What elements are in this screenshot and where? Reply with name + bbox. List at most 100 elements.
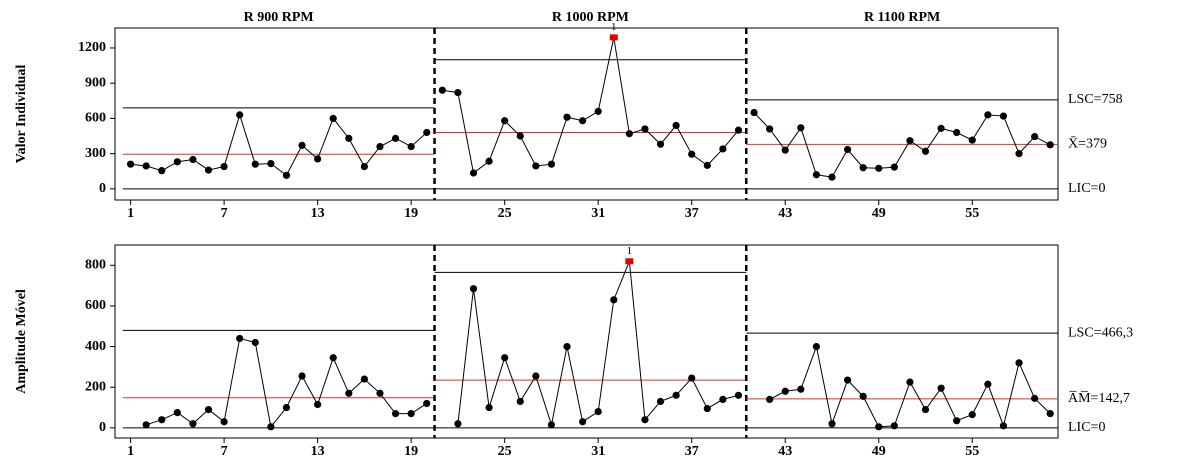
y-tick-label: 900 — [85, 75, 106, 90]
stage-title: R 1000 RPM — [552, 10, 629, 25]
stage-title: R 900 RPM — [244, 10, 314, 25]
data-point — [594, 407, 602, 416]
data-point — [142, 421, 150, 429]
data-point — [812, 171, 821, 179]
flagged-point — [625, 258, 634, 265]
x-tick-label: 1 — [127, 444, 134, 458]
annotation: 1 — [611, 21, 617, 33]
data-point — [999, 112, 1008, 120]
data-point — [1015, 150, 1023, 158]
data-point — [984, 380, 992, 388]
ucl-label: LSC=466,3 — [1068, 325, 1133, 340]
data-point — [314, 400, 322, 409]
data-point — [516, 397, 524, 406]
data-point — [391, 410, 400, 418]
series-line — [442, 37, 739, 174]
data-point — [734, 126, 743, 134]
data-point — [251, 338, 259, 347]
data-point — [173, 409, 181, 417]
data-point — [423, 128, 431, 137]
lcl-label: LIC=0 — [1068, 420, 1105, 435]
x-tick-label: 19 — [404, 444, 418, 458]
data-point — [843, 376, 852, 384]
y-tick-label: 200 — [85, 379, 106, 394]
data-point — [236, 111, 244, 119]
data-point — [610, 296, 618, 304]
data-point — [407, 142, 415, 151]
data-point — [298, 141, 306, 150]
data-point — [672, 121, 680, 130]
data-point — [173, 158, 181, 166]
data-point — [703, 161, 711, 169]
x-tick-label: 49 — [872, 444, 886, 458]
data-point — [189, 155, 197, 164]
data-point — [267, 423, 275, 431]
data-point — [142, 162, 150, 170]
x-tick-label: 31 — [591, 206, 605, 221]
data-point — [797, 385, 805, 393]
data-point — [828, 420, 836, 428]
y-tick-label: 600 — [85, 298, 106, 313]
x-tick-label: 49 — [872, 206, 886, 221]
data-point — [360, 375, 368, 383]
series-line — [769, 344, 1051, 428]
data-point — [953, 128, 961, 137]
data-point — [469, 285, 478, 293]
data-point — [937, 124, 945, 132]
annotation: 1 — [627, 245, 633, 257]
data-point — [469, 169, 478, 177]
data-point — [454, 420, 462, 428]
data-point — [220, 162, 228, 171]
cl-label: X̄=379 — [1068, 136, 1107, 152]
data-point — [641, 125, 649, 133]
data-point — [579, 418, 587, 426]
data-point — [1046, 141, 1054, 149]
data-point — [501, 354, 509, 362]
data-point — [423, 399, 431, 408]
data-point — [734, 391, 743, 399]
data-point — [875, 423, 883, 431]
cl-label: A̅M̅=142,7 — [1068, 391, 1130, 407]
x-tick-label: 37 — [685, 206, 699, 221]
data-point — [672, 391, 680, 399]
x-tick-label: 7 — [221, 206, 228, 221]
data-point — [921, 147, 930, 155]
data-point — [454, 88, 462, 97]
data-point — [766, 395, 774, 403]
y-tick-label: 300 — [85, 146, 106, 161]
data-point — [485, 403, 493, 412]
data-point — [703, 404, 711, 413]
data-point — [594, 107, 602, 115]
data-point — [719, 145, 727, 153]
data-point — [485, 157, 493, 165]
data-point — [345, 134, 353, 142]
data-point — [547, 160, 556, 168]
y-tick-label: 800 — [85, 258, 106, 273]
data-point — [282, 403, 291, 412]
data-point — [345, 389, 353, 397]
x-tick-label: 25 — [498, 444, 512, 458]
x-tick-label: 43 — [778, 444, 792, 458]
y-tick-label: 0 — [99, 181, 106, 196]
data-point — [688, 374, 696, 382]
data-point — [750, 108, 758, 117]
y-axis-title: Valor Individual — [14, 65, 29, 164]
x-tick-label: 43 — [778, 206, 792, 221]
data-point — [204, 166, 213, 174]
ucl-label: LSC=758 — [1068, 92, 1123, 107]
lcl-label: LIC=0 — [1068, 181, 1105, 196]
data-point — [251, 160, 259, 168]
data-point — [360, 162, 368, 171]
x-tick-label: 13 — [311, 206, 325, 221]
data-point — [282, 171, 291, 179]
data-point — [438, 86, 446, 94]
flagged-point — [609, 34, 618, 41]
data-point — [189, 420, 197, 428]
y-tick-label: 0 — [99, 420, 106, 435]
data-point — [329, 114, 337, 123]
x-tick-label: 55 — [965, 206, 979, 221]
data-point — [968, 136, 976, 144]
data-point — [267, 160, 275, 168]
data-point — [204, 405, 213, 414]
data-point — [859, 392, 867, 400]
